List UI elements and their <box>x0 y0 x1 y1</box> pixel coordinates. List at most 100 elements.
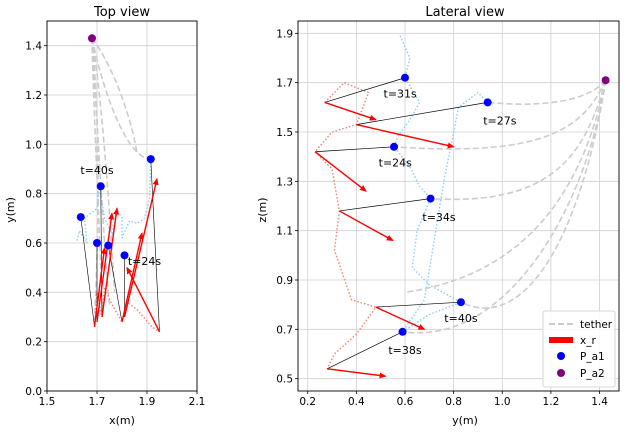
x-tick-label: 0.8 <box>445 396 462 408</box>
top-view-panel: Top view x(m) y(m) 1.5 1.7 1.9 2.1 0.0 0.2 0.4… <box>4 5 205 427</box>
y-tick-label: 1.1 <box>276 226 293 238</box>
link-line <box>327 331 403 370</box>
time-annotation: t=38s <box>388 344 422 357</box>
p-a1-point <box>120 251 129 260</box>
y-tick-label: 0.4 <box>25 287 42 299</box>
tether-line <box>91 38 116 293</box>
x-r-arrow <box>327 368 387 379</box>
tether-line <box>430 79 607 201</box>
legend-pa1-swatch <box>557 352 565 360</box>
link-line <box>315 146 395 153</box>
legend-xr-swatch <box>549 337 573 343</box>
y-tick-label: 0.9 <box>276 275 293 287</box>
x-r-arrow <box>96 212 115 323</box>
p-a1-point <box>401 73 409 82</box>
p-a1-point <box>96 182 105 191</box>
top-view-frame <box>46 20 198 392</box>
p-a1-point <box>76 213 85 222</box>
time-annotation: t=27s <box>483 115 517 128</box>
x-r-arrow <box>101 207 120 318</box>
time-annotation: t=24s <box>128 255 162 268</box>
tether-line <box>91 38 99 322</box>
time-annotation: t=31s <box>384 87 418 100</box>
x-tick-label: 1.9 <box>139 396 156 408</box>
x-r-arrow <box>314 151 367 192</box>
y-tick-label: 1.7 <box>276 78 293 90</box>
x-r-arrow <box>375 306 426 330</box>
x-r-trajectory <box>314 81 377 370</box>
legend-pa2-label: P_a2 <box>580 368 605 380</box>
lateral-view-ylabel: z(m) <box>256 197 269 222</box>
y-tick-label: 0.7 <box>276 324 293 336</box>
tether-line <box>404 80 607 294</box>
p-a1-point <box>93 239 101 247</box>
x-r-trajectory <box>93 287 160 333</box>
tether-line <box>460 80 607 309</box>
link-line <box>324 77 406 103</box>
p-a1-point <box>104 241 113 250</box>
legend-xr-label: x_r <box>580 335 596 347</box>
tether-line <box>402 80 607 334</box>
x-tick-label: 1.0 <box>494 396 511 408</box>
y-tick-label: 1.2 <box>25 90 42 102</box>
p-a1-point <box>390 142 399 151</box>
link-line <box>356 102 488 125</box>
top-view-xlabel: x(m) <box>109 414 135 427</box>
legend-tether-label: tether <box>580 319 613 331</box>
p-a1-point <box>146 155 155 164</box>
time-annotation: t=40s <box>80 164 114 177</box>
lateral-view-xlabel: y(m) <box>452 414 478 427</box>
lateral-view-ticks: 0.2 0.4 0.6 0.8 1.0 1.2 1.4 0.5 0.7 0.9 1.1 1.3 1.5 1… <box>276 28 608 408</box>
link-line <box>80 217 95 327</box>
lateral-view-trajectories <box>314 35 489 370</box>
y-tick-label: 0.2 <box>25 337 42 349</box>
x-tick-label: 0.2 <box>299 396 316 408</box>
link-line <box>339 198 431 212</box>
p-a1-point <box>426 194 435 203</box>
top-view-ticks: 1.5 1.7 1.9 2.1 0.0 0.2 0.4 0.6 0.8 1.0 1.2 1.4 <box>25 41 205 408</box>
x-r-arrow <box>93 246 107 327</box>
x-tick-label: 1.7 <box>89 396 106 408</box>
x-r-arrow <box>324 101 377 121</box>
lateral-view-title: Lateral view <box>425 5 505 20</box>
y-tick-label: 1.0 <box>25 139 42 151</box>
top-view-ylabel: y(m) <box>4 197 17 223</box>
y-tick-label: 1.3 <box>276 176 293 188</box>
p-a1-point <box>398 327 407 336</box>
link-line <box>150 159 160 332</box>
top-view-annotations: t=40s t=24s <box>80 164 161 268</box>
top-view-grid <box>46 21 198 392</box>
y-tick-label: 0.8 <box>25 189 42 201</box>
tether-line <box>91 37 138 155</box>
x-tick-label: 1.2 <box>543 396 560 408</box>
p-a1-point <box>456 298 465 307</box>
x-tick-label: 0.6 <box>397 396 414 408</box>
time-annotation: t=24s <box>379 157 413 170</box>
time-annotation: t=40s <box>444 312 478 325</box>
lateral-view-links <box>315 77 488 370</box>
y-tick-label: 1.4 <box>25 41 42 53</box>
lateral-view-panel: Lateral view y(m) z(m) 0.2 0.4 0.6 0.8 1.0 1.… <box>256 5 620 427</box>
legend: tether x_r P_a1 P_a2 <box>542 310 616 388</box>
tether-line <box>394 79 607 150</box>
top-view-title: Top view <box>93 5 150 20</box>
x-r-arrow <box>339 210 394 242</box>
x-tick-label: 1.4 <box>591 396 608 408</box>
lateral-view-tether-lines <box>394 79 607 334</box>
x-tick-label: 2.1 <box>189 396 206 408</box>
p-a1-point <box>483 98 492 107</box>
top-view-xr-arrows <box>93 177 161 333</box>
x-tick-label: 0.4 <box>348 396 365 408</box>
legend-box <box>542 310 616 388</box>
tether-line <box>487 79 607 105</box>
x-r-arrow <box>126 266 161 333</box>
lateral-view-frame <box>297 20 620 392</box>
p-a2-point <box>601 76 610 85</box>
top-view-points <box>76 34 155 260</box>
legend-pa2-swatch <box>557 369 565 377</box>
y-tick-label: 1.5 <box>276 127 293 139</box>
y-tick-label: 0.5 <box>276 374 293 386</box>
lateral-view-annotations: t=31s t=27s t=24s t=34s t=40s t=38s <box>379 87 517 357</box>
x-tick-label: 1.5 <box>39 396 56 408</box>
y-tick-label: 1.9 <box>276 28 293 40</box>
